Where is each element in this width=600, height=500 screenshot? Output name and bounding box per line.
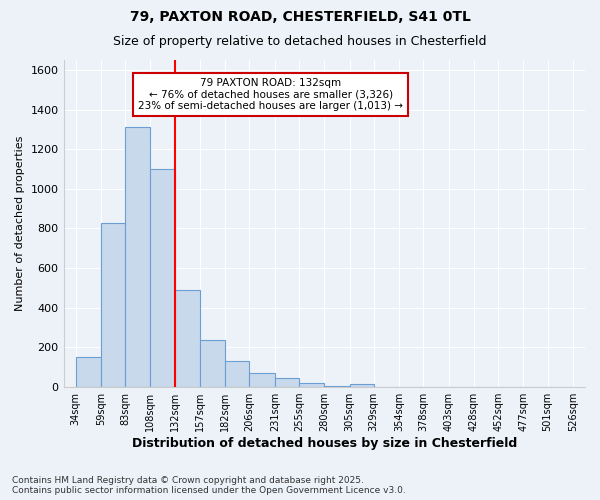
Bar bbox=[125, 128, 151, 387]
Bar bbox=[324, 386, 350, 387]
Text: Size of property relative to detached houses in Chesterfield: Size of property relative to detached ho… bbox=[113, 35, 487, 48]
X-axis label: Distribution of detached houses by size in Chesterfield: Distribution of detached houses by size … bbox=[131, 437, 517, 450]
Bar bbox=[151, 169, 175, 387]
Bar bbox=[275, 378, 299, 387]
Text: 79, PAXTON ROAD, CHESTERFIELD, S41 0TL: 79, PAXTON ROAD, CHESTERFIELD, S41 0TL bbox=[130, 10, 470, 24]
Text: 79 PAXTON ROAD: 132sqm
← 76% of detached houses are smaller (3,326)
23% of semi-: 79 PAXTON ROAD: 132sqm ← 76% of detached… bbox=[138, 78, 403, 111]
Bar bbox=[225, 362, 250, 387]
Bar bbox=[200, 340, 225, 387]
Bar bbox=[299, 383, 324, 387]
Bar bbox=[350, 384, 374, 387]
Bar bbox=[101, 222, 125, 387]
Y-axis label: Number of detached properties: Number of detached properties bbox=[15, 136, 25, 311]
Bar bbox=[250, 373, 275, 387]
Text: Contains HM Land Registry data © Crown copyright and database right 2025.
Contai: Contains HM Land Registry data © Crown c… bbox=[12, 476, 406, 495]
Bar bbox=[175, 290, 200, 387]
Bar bbox=[76, 358, 101, 387]
